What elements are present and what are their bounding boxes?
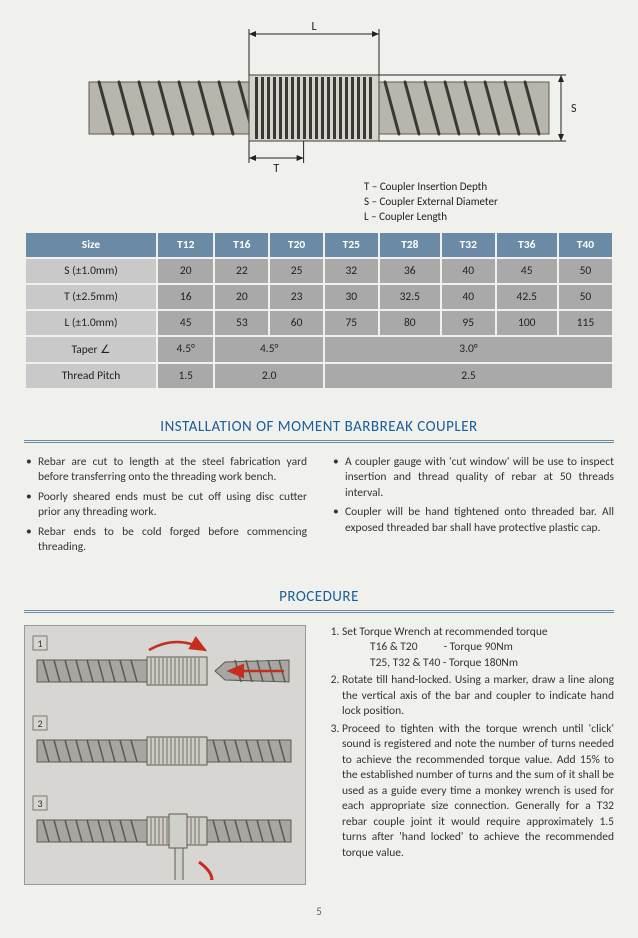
- cell-span: 4.5°: [158, 337, 213, 362]
- svg-text:3: 3: [37, 797, 42, 810]
- installation-columns: Rebar are cut to length at the steel fab…: [24, 455, 614, 560]
- col-t32: T32: [442, 233, 495, 257]
- page-number: 5: [24, 905, 614, 918]
- torque-spec: T16 & T20 - Torque 90Nm: [342, 640, 614, 656]
- col-t16: T16: [215, 233, 268, 257]
- coupler-svg: L T S: [59, 12, 579, 172]
- legend-line: L – Coupler Length: [364, 210, 614, 225]
- svg-text:S: S: [571, 102, 577, 116]
- section-rule: [24, 610, 614, 613]
- bullet: A coupler gauge with 'cut window' will b…: [345, 455, 614, 502]
- bullet: Rebar are cut to length at the steel fab…: [38, 455, 307, 486]
- col-t12: T12: [158, 233, 213, 257]
- bullet: Coupler will be hand tightened onto thre…: [345, 505, 614, 536]
- col-t25: T25: [325, 233, 378, 257]
- cell-span: 3.0°: [325, 337, 612, 362]
- cell: 53: [215, 311, 268, 335]
- cell: 32.5: [380, 285, 440, 309]
- section-rule: [24, 440, 614, 443]
- procedure-title: PROCEDURE: [24, 588, 614, 606]
- cell: 23: [270, 285, 323, 309]
- svg-text:2: 2: [37, 717, 42, 730]
- procedure-step: Proceed to tighten with the torque wrenc…: [342, 722, 614, 862]
- procedure-steps: Set Torque Wrench at recommended torqueT…: [324, 625, 614, 862]
- col-size: Size: [26, 233, 156, 257]
- cell-span: 2.0: [215, 364, 322, 388]
- cell-span: 1.5: [158, 364, 213, 388]
- svg-text:T: T: [273, 162, 279, 172]
- torque-spec: T25, T32 & T40 - Torque 180Nm: [342, 656, 614, 672]
- svg-text:1: 1: [37, 637, 42, 650]
- row-label: L (±1.0mm): [26, 311, 156, 335]
- cell: 40: [442, 285, 495, 309]
- cell: 36: [380, 259, 440, 283]
- svg-text:L: L: [311, 20, 316, 34]
- installation-right-list: A coupler gauge with 'cut window' will b…: [331, 455, 614, 537]
- installation-title: INSTALLATION OF MOMENT BARBREAK COUPLER: [24, 418, 614, 436]
- cell: 45: [497, 259, 557, 283]
- coupler-dimension-diagram: L T S: [59, 12, 579, 172]
- row-label: Taper ∠: [26, 337, 156, 362]
- col-t36: T36: [497, 233, 557, 257]
- installation-left-list: Rebar are cut to length at the steel fab…: [24, 455, 307, 556]
- cell: 50: [559, 259, 612, 283]
- legend-line: S – Coupler External Diameter: [364, 195, 614, 210]
- cell: 42.5: [497, 285, 557, 309]
- cell: 60: [270, 311, 323, 335]
- cell: 100: [497, 311, 557, 335]
- procedure-svg: 1 2 3: [29, 630, 301, 880]
- col-t28: T28: [380, 233, 440, 257]
- procedure-step: Set Torque Wrench at recommended torqueT…: [342, 625, 614, 672]
- cell: 75: [325, 311, 378, 335]
- row-label: T (±2.5mm): [26, 285, 156, 309]
- row-label: Thread Pitch: [26, 364, 156, 388]
- cell: 45: [158, 311, 213, 335]
- col-t20: T20: [270, 233, 323, 257]
- cell: 40: [442, 259, 495, 283]
- cell: 50: [559, 285, 612, 309]
- cell: 32: [325, 259, 378, 283]
- row-label: S (±1.0mm): [26, 259, 156, 283]
- procedure-diagram: 1 2 3: [24, 625, 306, 885]
- cell: 20: [215, 285, 268, 309]
- cell: 20: [158, 259, 213, 283]
- spec-table: SizeT12T16T20T25T28T32T36T40S (±1.0mm)20…: [24, 231, 614, 390]
- cell-span: 4.5°: [215, 337, 322, 362]
- cell-span: 2.5: [325, 364, 612, 388]
- cell: 16: [158, 285, 213, 309]
- cell: 22: [215, 259, 268, 283]
- cell: 30: [325, 285, 378, 309]
- col-t40: T40: [559, 233, 612, 257]
- bullet: Rebar ends to be cold forged before comm…: [38, 525, 307, 556]
- diagram-legend: T – Coupler Insertion Depth S – Coupler …: [364, 180, 614, 225]
- cell: 115: [559, 311, 612, 335]
- legend-line: T – Coupler Insertion Depth: [364, 180, 614, 195]
- cell: 95: [442, 311, 495, 335]
- procedure-step: Rotate till hand-locked. Using a marker,…: [342, 673, 614, 720]
- cell: 25: [270, 259, 323, 283]
- cell: 80: [380, 311, 440, 335]
- bullet: Poorly sheared ends must be cut off usin…: [38, 490, 307, 521]
